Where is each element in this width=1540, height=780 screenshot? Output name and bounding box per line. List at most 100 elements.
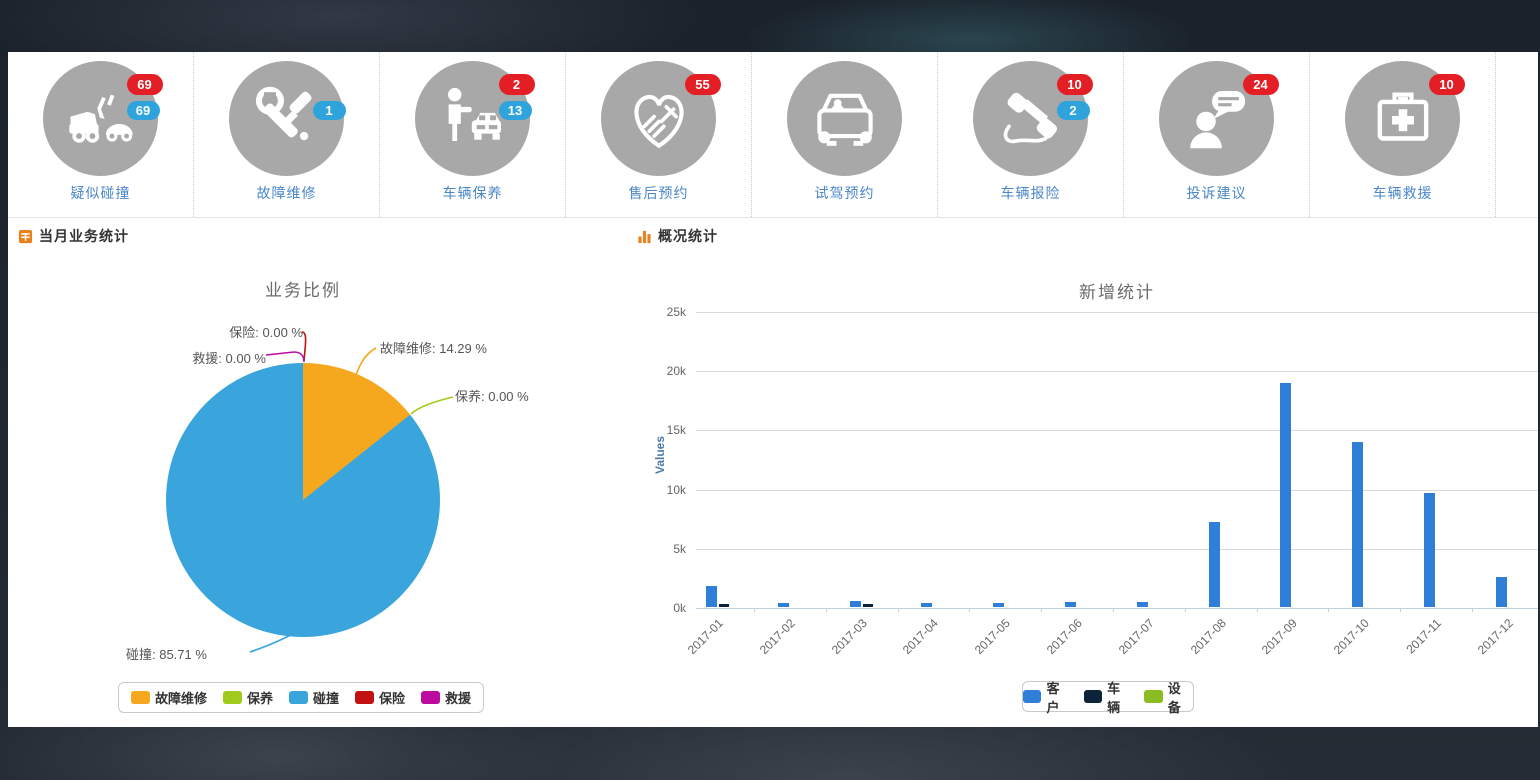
- legend-swatch: [130, 691, 150, 704]
- axis-tick: [1256, 608, 1258, 612]
- pie-label-maintenance: 保养: 0.00 %: [455, 389, 529, 404]
- badge-red: 2: [498, 74, 535, 95]
- quick-action-label: 投诉建议: [1186, 185, 1247, 201]
- y-tick-label: 5k: [673, 541, 686, 556]
- quick-action-suspected-collision[interactable]: 69 69 疑似碰撞: [8, 52, 194, 217]
- badge-red: 24: [1242, 74, 1279, 95]
- legend-item-设备[interactable]: 设备: [1144, 678, 1193, 716]
- badge-blue: 13: [498, 101, 532, 120]
- bar-车辆-2017-03[interactable]: [862, 604, 873, 607]
- bar-plot-area: [682, 312, 1538, 612]
- quick-action-vehicle-maintenance[interactable]: 2 13 车辆保养: [380, 52, 566, 217]
- legend-swatch: [1083, 690, 1103, 703]
- gridline: [696, 548, 1538, 550]
- y-tick-label: 25k: [666, 305, 686, 319]
- badge-blue: 2: [1056, 101, 1090, 120]
- legend-item-故障维修[interactable]: 故障维修: [130, 688, 207, 707]
- axis-tick: [1328, 608, 1330, 612]
- legend-swatch: [222, 691, 242, 704]
- legend-item-客户[interactable]: 客户: [1023, 678, 1072, 716]
- bar-客户-2017-12[interactable]: [1495, 577, 1507, 607]
- quick-action-aftersales-appointment[interactable]: 55 售后预约: [566, 52, 752, 217]
- legend-item-保养[interactable]: 保养: [222, 688, 273, 707]
- y-tick-label: 15k: [666, 423, 686, 438]
- gridline: [696, 312, 1538, 313]
- quick-action-label: 车辆救援: [1372, 185, 1433, 201]
- calendar-grid-icon: [18, 229, 33, 243]
- badge-red: 69: [126, 74, 163, 95]
- legend-label: 救援: [445, 691, 472, 706]
- x-tick-label-2017-06: 2017-06: [1043, 616, 1085, 658]
- x-tick-label-2017-04: 2017-04: [900, 616, 942, 658]
- bar-客户-2017-05[interactable]: [993, 602, 1005, 607]
- bar-客户-2017-06[interactable]: [1065, 602, 1076, 607]
- connector-guzhang: [355, 347, 377, 376]
- y-tick-label: 10k: [666, 482, 686, 497]
- bar-客户-2017-09[interactable]: [1280, 383, 1292, 607]
- gridline: [696, 608, 1538, 609]
- monthly-business-section: 当月业务统计 业务比例 保险: 0.00 % 救援: 0.00 % 故障维修: …: [8, 218, 628, 727]
- bar-客户-2017-03[interactable]: [849, 601, 861, 607]
- legend-label: 保养: [246, 691, 273, 706]
- bar-客户-2017-01[interactable]: [706, 585, 717, 607]
- quick-action-label: 车辆保养: [442, 185, 503, 201]
- x-tick-label-2017-09: 2017-09: [1259, 616, 1301, 658]
- legend-swatch: [355, 691, 374, 704]
- bar-客户-2017-10[interactable]: [1352, 442, 1364, 607]
- axis-tick: [1400, 608, 1402, 612]
- legend-swatch: [421, 691, 441, 704]
- bar-客户-2017-11[interactable]: [1424, 493, 1435, 607]
- x-tick-label-2017-01: 2017-01: [684, 616, 726, 658]
- quick-action-insurance-report[interactable]: 10 2 车辆报险: [938, 52, 1124, 217]
- legend-label: 客户: [1046, 680, 1060, 715]
- bar-客户-2017-07[interactable]: [1136, 602, 1148, 607]
- badge-blue: 1: [312, 101, 346, 120]
- quick-action-testdrive-appointment[interactable]: 试驾预约: [752, 52, 938, 217]
- bar-车辆-2017-01[interactable]: [719, 603, 729, 607]
- badge-blue: 69: [126, 101, 160, 120]
- legend-swatch: [1023, 690, 1042, 703]
- pie-chart-title: 业务比例: [265, 281, 341, 300]
- pie-label-insurance: 保险: 0.00 %: [229, 325, 303, 340]
- bar-客户-2017-08[interactable]: [1208, 521, 1220, 607]
- axis-tick: [1184, 608, 1186, 612]
- quick-action-label: 疑似碰撞: [70, 185, 131, 201]
- axis-tick: [1041, 608, 1043, 612]
- badge-red: 10: [1428, 74, 1465, 95]
- gridline: [696, 489, 1538, 491]
- legend-swatch: [288, 691, 308, 704]
- mini-bars-icon: [638, 230, 651, 243]
- x-tick-label-2017-11: 2017-11: [1403, 616, 1444, 657]
- x-tick-label-2017-12: 2017-12: [1474, 616, 1516, 658]
- bar-legend: 客户 车辆 设备: [1022, 681, 1194, 715]
- axis-tick: [682, 608, 684, 612]
- pie-chart[interactable]: [166, 363, 440, 637]
- quick-action-complaints[interactable]: 24 投诉建议: [1124, 52, 1310, 217]
- quick-action-fault-repair[interactable]: 1 故障维修: [194, 52, 380, 217]
- legend-swatch: [1144, 690, 1163, 703]
- x-tick-label-2017-05: 2017-05: [972, 616, 1014, 658]
- legend-item-救援[interactable]: 救援: [421, 688, 471, 707]
- legend-item-保险[interactable]: 保险: [355, 688, 405, 707]
- overview-section: 概况统计 新增统计 Values 25k 20k 15k 10k 5k 0k 2017-0…: [628, 218, 1538, 727]
- gridline: [696, 371, 1538, 373]
- axis-tick: [1471, 608, 1473, 612]
- axis-tick: [825, 608, 827, 612]
- quick-action-vehicle-rescue[interactable]: 10 车辆救援: [1310, 52, 1496, 217]
- pie-legend: 故障维修 保养 碰撞 保险 救援: [118, 682, 484, 713]
- connector-jiuyuan: [265, 351, 305, 363]
- car-front-icon: [787, 61, 902, 176]
- legend-item-车辆[interactable]: 车辆: [1083, 678, 1133, 716]
- legend-label: 车辆: [1107, 680, 1121, 715]
- bar-chart-title: 新增统计: [1079, 283, 1155, 302]
- pie-label-rescue: 救援: 0.00 %: [192, 351, 266, 366]
- bar-客户-2017-02[interactable]: [777, 602, 789, 607]
- bar-客户-2017-04[interactable]: [921, 603, 933, 607]
- x-tick-label-2017-07: 2017-07: [1115, 616, 1157, 658]
- pie-label-collision: 碰撞: 85.71 %: [126, 647, 207, 662]
- x-tick-label-2017-10: 2017-10: [1331, 616, 1373, 658]
- legend-item-碰撞[interactable]: 碰撞: [288, 688, 339, 707]
- legend-label: 碰撞: [312, 691, 339, 706]
- section-title: 当月业务统计: [39, 228, 129, 244]
